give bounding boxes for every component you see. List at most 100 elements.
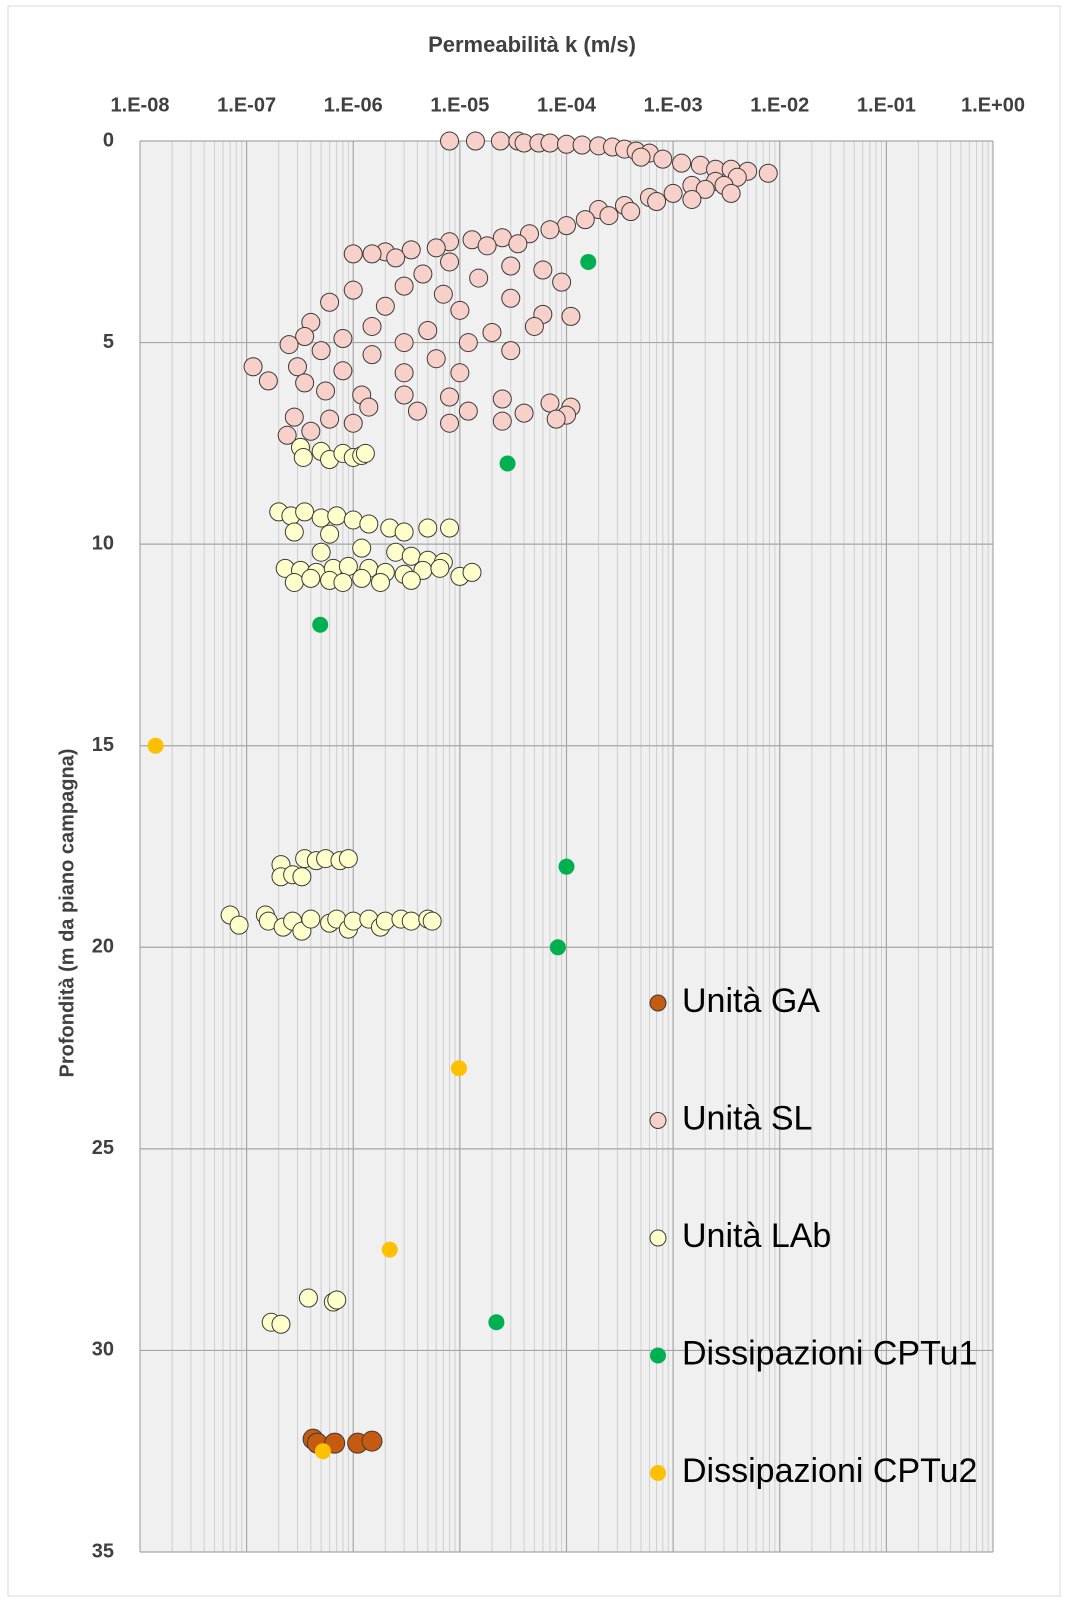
point xyxy=(440,387,460,407)
point xyxy=(327,1290,347,1310)
point xyxy=(343,280,363,300)
point xyxy=(327,506,347,526)
point xyxy=(621,202,641,222)
point xyxy=(361,1430,383,1452)
point xyxy=(477,236,497,256)
point xyxy=(572,135,592,155)
x-tick-label: 1.E-04 xyxy=(537,94,597,116)
point xyxy=(440,413,460,433)
point xyxy=(540,220,560,240)
point xyxy=(359,397,379,417)
y-tick-label: 30 xyxy=(92,1339,114,1361)
point xyxy=(458,333,478,353)
point xyxy=(311,542,331,562)
point xyxy=(386,248,406,268)
point xyxy=(311,341,331,361)
point xyxy=(695,179,715,199)
point xyxy=(284,407,304,427)
legend-label: Dissipazioni CPTu2 xyxy=(682,1452,977,1490)
point xyxy=(292,867,312,887)
point xyxy=(499,455,516,472)
point xyxy=(647,191,667,211)
point xyxy=(407,401,427,421)
point xyxy=(450,363,470,383)
point xyxy=(546,409,566,429)
y-tick-label: 5 xyxy=(103,331,114,353)
y-axis-label: Profondità (m da piano campagna) xyxy=(56,749,78,1078)
point xyxy=(663,183,683,203)
point xyxy=(295,327,315,347)
point xyxy=(359,514,379,534)
point xyxy=(450,300,470,320)
y-tick-label: 25 xyxy=(92,1137,114,1159)
point xyxy=(277,425,297,445)
point xyxy=(501,288,521,308)
point xyxy=(301,568,321,588)
point xyxy=(229,915,249,935)
legend-marker xyxy=(649,1112,667,1129)
point xyxy=(362,345,382,365)
point xyxy=(758,163,778,183)
point xyxy=(418,320,438,340)
point xyxy=(381,1241,398,1258)
point xyxy=(343,413,363,433)
point xyxy=(469,268,489,288)
point xyxy=(540,133,560,153)
legend-marker xyxy=(649,994,667,1012)
point xyxy=(343,510,363,530)
point xyxy=(298,1288,318,1308)
point xyxy=(320,409,340,429)
point xyxy=(557,216,576,236)
point xyxy=(561,306,581,326)
point xyxy=(352,568,372,588)
legend-marker xyxy=(649,1229,667,1247)
point xyxy=(394,333,414,353)
chart-title: Permeabilità k (m/s) xyxy=(428,32,636,57)
legend: Unità GA Unità SL Unità LAb Dissipazioni CP… xyxy=(649,982,977,1490)
point xyxy=(540,393,560,413)
legend-label: Unità SL xyxy=(682,1099,812,1137)
point xyxy=(426,238,446,258)
point xyxy=(375,296,395,316)
point xyxy=(295,502,315,522)
point xyxy=(316,381,336,401)
y-tick-label: 20 xyxy=(92,936,114,958)
point xyxy=(488,1314,505,1331)
point xyxy=(440,518,460,538)
point xyxy=(458,401,478,421)
point xyxy=(362,316,382,336)
point xyxy=(314,1443,331,1460)
point xyxy=(312,616,329,633)
point xyxy=(524,316,544,336)
x-tick-label: 1.E+00 xyxy=(961,94,1025,116)
point xyxy=(450,1060,467,1077)
point xyxy=(549,939,566,956)
point xyxy=(343,244,363,264)
point xyxy=(422,911,442,931)
x-tick-label: 1.E-01 xyxy=(857,94,916,116)
legend-marker xyxy=(650,1465,666,1481)
point xyxy=(394,522,414,542)
point xyxy=(370,572,390,592)
x-tick-label: 1.E-06 xyxy=(324,94,383,116)
point xyxy=(352,538,372,558)
point xyxy=(492,389,512,409)
x-tick-label: 1.E-08 xyxy=(111,94,170,116)
point xyxy=(433,284,453,304)
point xyxy=(440,131,460,151)
point xyxy=(243,357,263,377)
point xyxy=(362,244,382,264)
point xyxy=(653,149,673,169)
point xyxy=(501,256,521,276)
legend-marker xyxy=(650,1347,666,1364)
x-tick-label: 1.E-02 xyxy=(750,94,809,116)
point xyxy=(462,562,482,582)
point xyxy=(394,385,414,405)
point xyxy=(301,421,321,441)
point xyxy=(440,252,460,272)
x-tick-label: 1.E-07 xyxy=(217,94,276,116)
point xyxy=(580,253,597,270)
point xyxy=(575,210,595,230)
y-tick-label: 15 xyxy=(92,734,114,756)
